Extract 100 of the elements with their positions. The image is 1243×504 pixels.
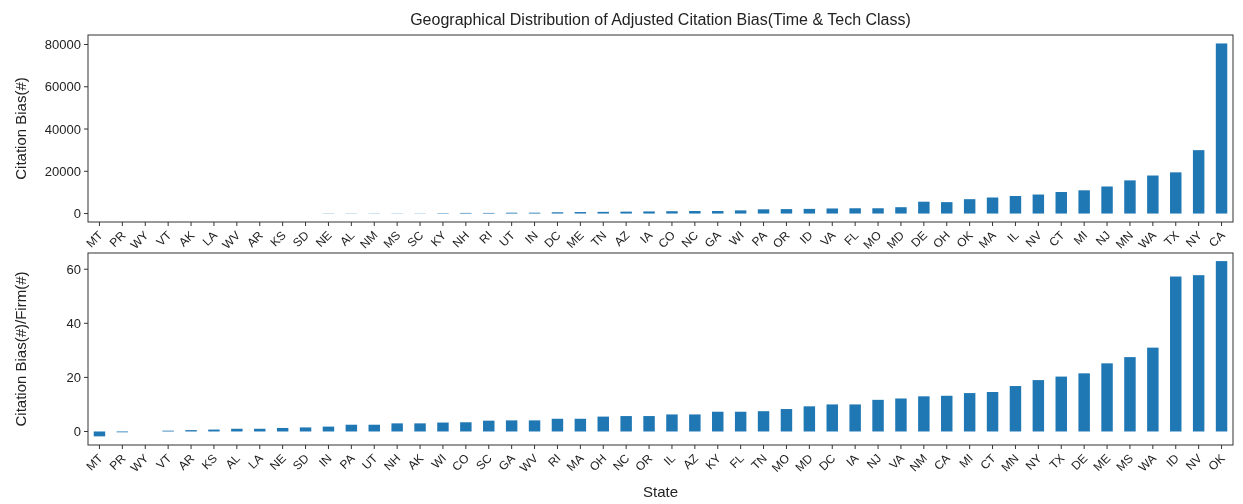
- x-tick-label: DC: [541, 227, 564, 251]
- x-tick-label: FL: [726, 451, 747, 472]
- x-tick-label: IN: [316, 451, 335, 470]
- x-tick-label: AR: [244, 227, 267, 250]
- bar: [414, 423, 426, 432]
- x-tick-label: PA: [336, 451, 358, 472]
- x-tick-label: MN: [1112, 228, 1137, 252]
- x-tick-label: SC: [404, 227, 427, 250]
- bar: [803, 208, 816, 214]
- x-tick-label: NH: [449, 228, 472, 251]
- x-tick-label: NV: [1183, 451, 1205, 473]
- bar: [93, 431, 106, 437]
- x-tick-label: PR: [106, 450, 129, 473]
- x-tick-label: NC: [610, 450, 633, 474]
- bar: [1032, 380, 1045, 432]
- y-tick-label: 20000: [44, 163, 81, 179]
- bar: [757, 411, 770, 432]
- x-tick-label: MS: [1113, 451, 1137, 474]
- bar: [1124, 357, 1136, 432]
- x-tick-label: IL: [661, 451, 679, 469]
- x-tick-label: MA: [563, 451, 587, 474]
- x-tick-label: MD: [792, 450, 816, 475]
- bar: [299, 427, 312, 432]
- x-tick-label: TN: [588, 228, 610, 250]
- bar: [1032, 194, 1045, 214]
- x-tick-label: WV: [219, 228, 243, 252]
- x-tick-label: SD: [289, 227, 312, 250]
- x-tick-label: KY: [427, 228, 450, 250]
- x-tick-label: MO: [768, 451, 793, 475]
- bar: [391, 423, 403, 432]
- bar: [666, 414, 678, 432]
- x-tick-label: UT: [359, 450, 381, 473]
- x-tick-label: MI: [1070, 228, 1091, 248]
- bar: [826, 404, 838, 432]
- x-tick-label: WI: [428, 451, 450, 472]
- x-tick-label: IN: [522, 228, 541, 247]
- x-tick-label: MS: [380, 228, 404, 251]
- y-tick-label: 60000: [44, 79, 81, 95]
- bar: [1009, 386, 1022, 432]
- bar: [803, 406, 816, 432]
- x-tick-label: DC: [816, 450, 839, 474]
- x-tick-label: KY: [702, 451, 724, 473]
- x-tick-label: CO: [449, 451, 472, 474]
- bar: [1215, 261, 1228, 432]
- bar: [1170, 172, 1182, 214]
- x-tick-label: VA: [817, 228, 839, 249]
- x-tick-label: VA: [886, 451, 908, 472]
- x-tick-label: IL: [1004, 228, 1022, 246]
- x-tick-label: TX: [1161, 228, 1182, 249]
- x-tick-label: PA: [749, 228, 770, 249]
- bar: [1009, 196, 1022, 214]
- x-tick-label: CT: [1046, 227, 1068, 250]
- x-tick-label: DE: [908, 228, 930, 250]
- bar: [872, 208, 884, 214]
- y-tick-label: 60: [66, 261, 81, 277]
- x-tick-label: TX: [1046, 451, 1068, 472]
- bar: [1147, 175, 1159, 214]
- x-tick-label: VT: [153, 450, 175, 472]
- bar: [963, 199, 976, 214]
- bar: [712, 211, 724, 214]
- bar: [941, 395, 953, 432]
- x-tick-label: CT: [977, 450, 1000, 473]
- bar: [1055, 192, 1067, 214]
- x-tick-label: WY: [127, 228, 152, 252]
- x-tick-label: NY: [1022, 451, 1045, 473]
- bar: [849, 404, 861, 432]
- bar: [528, 420, 541, 432]
- x-tick-label: NH: [381, 451, 404, 474]
- x-tick-label: RI: [545, 451, 564, 470]
- x-tick-label: CA: [931, 451, 953, 473]
- bar: [643, 211, 655, 214]
- bar: [1078, 373, 1090, 432]
- bar: [460, 422, 472, 432]
- bar: [597, 416, 609, 432]
- bar: [574, 418, 587, 432]
- x-tick-label: AZ: [611, 228, 633, 249]
- x-tick-label: RI: [476, 228, 495, 247]
- bar: [986, 392, 999, 432]
- x-tick-label: OK: [1205, 451, 1228, 474]
- x-tick-label: NM: [357, 228, 381, 252]
- bar: [505, 420, 518, 432]
- x-tick-label: WI: [726, 228, 747, 249]
- x-tick-label: DE: [1068, 451, 1091, 473]
- bar: [712, 411, 724, 432]
- bar: [941, 202, 953, 214]
- x-tick-label: AL: [222, 451, 244, 472]
- x-tick-label: NY: [1183, 228, 1205, 250]
- x-tick-label: NM: [906, 451, 930, 475]
- x-tick-label: NE: [312, 228, 335, 250]
- x-tick-label: MD: [883, 227, 908, 252]
- x-tick-label: GA: [701, 228, 724, 251]
- x-tick-label: OK: [953, 228, 976, 251]
- x-tick-label: ME: [1090, 451, 1114, 474]
- x-tick-label: NJ: [1092, 228, 1114, 249]
- x-tick-label: GA: [495, 451, 518, 474]
- x-tick-label: NV: [1022, 228, 1045, 250]
- bar: [1101, 186, 1113, 214]
- bar: [734, 210, 747, 214]
- x-tick-label: WV: [517, 451, 541, 475]
- bar: [895, 207, 907, 214]
